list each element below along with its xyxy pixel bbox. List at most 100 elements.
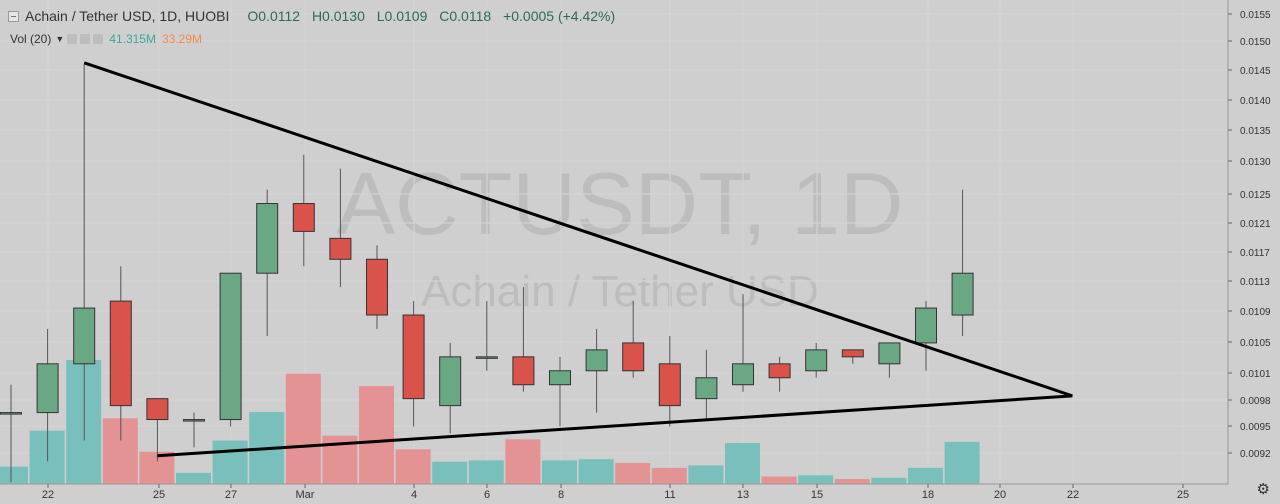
time-axis[interactable]: 22 25 27 Mar 4 6 8 11 13 15 18 20 22 25 (0, 483, 1228, 501)
volume-bar (688, 465, 724, 484)
candle-down (292, 203, 315, 232)
time-tick-label: 18 (922, 489, 934, 501)
time-tick-label: 25 (153, 489, 165, 501)
change-value: +0.0005 (+4.42%) (503, 8, 616, 24)
chevron-down-icon[interactable]: ▼ (55, 34, 65, 44)
volume-bar (285, 373, 321, 484)
price-tick-label: 0.0155 (1240, 10, 1271, 21)
time-tick-label: 22 (42, 489, 54, 501)
price-tick-label: 0.0150 (1240, 37, 1271, 48)
candle-down (109, 300, 132, 407)
candle-down (402, 314, 425, 400)
volume-bar (651, 467, 687, 484)
candle-up (73, 307, 96, 365)
volume-bar (0, 466, 28, 484)
close-small-icon[interactable] (93, 34, 104, 44)
candle-down (658, 363, 681, 407)
candle-up (695, 377, 718, 400)
candle-down (622, 342, 645, 372)
volume-value-1: 41.315M (109, 32, 156, 46)
watermark-symbol: ACTUSDT, 1D (336, 154, 903, 253)
high-value: H0.0130 (311, 8, 365, 24)
time-tick-label: 13 (737, 489, 749, 501)
collapse-box-icon[interactable] (8, 10, 19, 22)
volume-bar (176, 472, 211, 484)
time-tick-label: Mar (296, 489, 315, 501)
price-tick-label: 0.0135 (1240, 126, 1271, 137)
candle-up (439, 356, 462, 407)
candle-up (36, 363, 59, 414)
volume-bar (432, 461, 468, 484)
gear-icon[interactable]: ⚙ (1256, 481, 1270, 498)
price-axis-bg (1228, 0, 1280, 504)
price-tick-label: 0.0130 (1240, 157, 1271, 168)
volume-bar (615, 462, 651, 484)
candle-up (183, 419, 205, 422)
candle-up (732, 363, 754, 386)
volume-bar (761, 476, 797, 484)
time-tick-label: 22 (1067, 489, 1079, 501)
time-tick-label: 25 (1177, 489, 1189, 501)
open-value: O0.0112 (247, 8, 301, 24)
volume-bar (395, 449, 431, 484)
volume-bar (542, 460, 577, 484)
low-value: L0.0109 (376, 8, 428, 24)
volume-bar (212, 440, 248, 484)
candle-down (146, 398, 169, 421)
candle-up (915, 307, 937, 344)
candle-up (878, 342, 901, 365)
volume-bars (0, 360, 980, 484)
price-tick-label: 0.0113 (1240, 277, 1270, 288)
price-axis[interactable]: 0.0155 0.0150 0.0145 0.0140 0.0135 0.0130 0.01… (1227, 0, 1280, 504)
volume-label[interactable]: Vol (20) (10, 32, 52, 46)
volume-bar (505, 439, 541, 484)
candle-up (256, 203, 279, 274)
eye-icon[interactable] (67, 34, 78, 44)
volume-bar (468, 460, 504, 484)
candle-up (951, 272, 974, 316)
volume-bar (798, 475, 834, 484)
settings-small-icon[interactable] (80, 34, 91, 44)
ohlc-values: O0.0112 H0.0130 L0.0109 C0.0118 +0.0005 … (247, 8, 623, 24)
legend-header: Achain / Tether USD, 1D, HUOBI O0.0112 H… (8, 8, 623, 24)
price-tick-label: 0.0145 (1240, 66, 1271, 77)
trendline (83, 61, 1073, 398)
time-tick-label: 11 (664, 489, 675, 501)
volume-bar (944, 441, 980, 484)
candle-up (549, 370, 571, 386)
candles (0, 64, 974, 483)
symbol-title[interactable]: Achain / Tether USD, 1D, HUOBI (25, 8, 230, 24)
time-tick-label: 8 (558, 489, 564, 501)
volume-bar (359, 386, 394, 484)
price-tick-label: 0.0109 (1240, 307, 1271, 318)
volume-bar (725, 443, 760, 484)
volume-bar (578, 459, 614, 484)
candle-up (0, 412, 22, 415)
price-tick-label: 0.0092 (1240, 449, 1271, 460)
time-tick-label: 15 (811, 489, 823, 501)
time-tick-label: 20 (994, 489, 1006, 501)
candle-down (366, 258, 388, 316)
price-tick-label: 0.0140 (1240, 96, 1271, 107)
volume-value-2: 33.29M (161, 32, 203, 46)
candle-down (841, 349, 864, 358)
price-tick-label: 0.0098 (1240, 396, 1271, 407)
price-tick-label: 0.0095 (1240, 422, 1271, 433)
volume-bar (834, 479, 870, 484)
time-tick-label: 27 (225, 489, 237, 501)
price-tick-label: 0.0121 (1240, 219, 1271, 230)
close-value: C0.0118 (439, 8, 492, 24)
trendlines[interactable] (83, 61, 1073, 458)
candle-down (512, 356, 535, 386)
time-tick-label: 6 (484, 489, 490, 501)
candle-up (475, 356, 498, 359)
candle-up (219, 272, 242, 421)
time-tick-label: 4 (411, 489, 417, 501)
price-tick-label: 0.0105 (1240, 338, 1271, 349)
price-tick-label: 0.0101 (1240, 369, 1271, 380)
trendline (157, 394, 1073, 458)
volume-bar (871, 477, 907, 484)
price-tick-label: 0.0125 (1240, 190, 1271, 201)
